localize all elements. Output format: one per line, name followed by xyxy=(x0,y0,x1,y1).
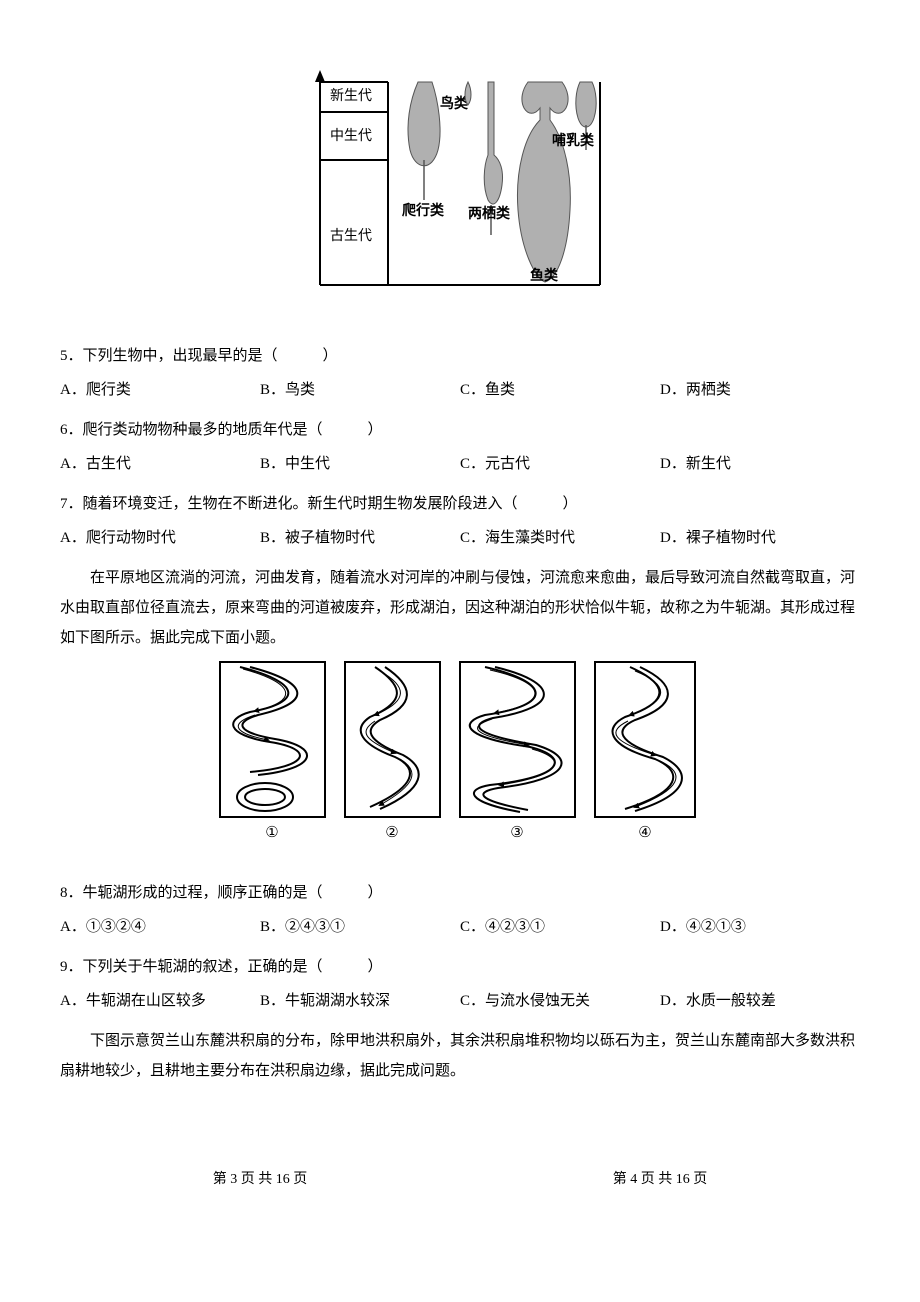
q9-opt-a: A．牛轭湖在山区较多 xyxy=(60,986,260,1016)
q9-options: A．牛轭湖在山区较多 B．牛轭湖湖水较深 C．与流水侵蚀无关 D．水质一般较差 xyxy=(60,986,860,1016)
q6-options: A．古生代 B．中生代 C．元古代 D．新生代 xyxy=(60,449,860,479)
q7-opt-b: B．被子植物时代 xyxy=(260,523,460,553)
q6-text: 6．爬行类动物物种最多的地质年代是（ ） xyxy=(60,415,860,445)
q8-options: A．①③②④ B．②④③① C．④②③① D．④②①③ xyxy=(60,912,860,942)
passage-oxbow: 在平原地区流淌的河流，河曲发育，随着流水对河岸的冲刷与侵蚀，河流愈来愈曲，最后导… xyxy=(60,563,860,653)
taxa-reptiles-label: 爬行类 xyxy=(402,202,445,219)
q5-opt-b: B．鸟类 xyxy=(260,375,460,405)
q7-opt-c: C．海生藻类时代 xyxy=(460,523,660,553)
figure2-svg: ① ② ③ ④ xyxy=(210,657,710,847)
q7-options: A．爬行动物时代 B．被子植物时代 C．海生藻类时代 D．裸子植物时代 xyxy=(60,523,860,553)
q6-opt-b: B．中生代 xyxy=(260,449,460,479)
q6-opt-d: D．新生代 xyxy=(660,449,860,479)
q9-opt-d: D．水质一般较差 xyxy=(660,986,860,1016)
passage-helan: 下图示意贺兰山东麓洪积扇的分布，除甲地洪积扇外，其余洪积扇堆积物均以砾石为主，贺… xyxy=(60,1026,860,1086)
q8-text: 8．牛轭湖形成的过程，顺序正确的是（ ） xyxy=(60,878,860,908)
q9-opt-c: C．与流水侵蚀无关 xyxy=(460,986,660,1016)
panel1-label: ① xyxy=(265,825,278,841)
q7-opt-d: D．裸子植物时代 xyxy=(660,523,860,553)
panel3-label: ③ xyxy=(510,825,523,841)
q7-text: 7．随着环境变迁，生物在不断进化。新生代时期生物发展阶段进入（ ） xyxy=(60,489,860,519)
panel4-label: ④ xyxy=(638,825,651,841)
q5-text: 5．下列生物中，出现最早的是（ ） xyxy=(60,341,860,371)
q8-opt-d: D．④②①③ xyxy=(660,912,860,942)
page-footer: 第 3 页 共 16 页 第 4 页 共 16 页 xyxy=(60,1166,860,1194)
q5-options: A．爬行类 B．鸟类 C．鱼类 D．两栖类 xyxy=(60,375,860,405)
q8-opt-b: B．②④③① xyxy=(260,912,460,942)
q7-opt-a: A．爬行动物时代 xyxy=(60,523,260,553)
era-paleozoic-label: 古生代 xyxy=(330,228,372,244)
panel2-label: ② xyxy=(385,825,398,841)
taxa-fish-label: 鱼类 xyxy=(530,267,559,284)
era-cenozoic-label: 新生代 xyxy=(330,88,372,104)
footer-right: 第 4 页 共 16 页 xyxy=(613,1166,708,1194)
q6-opt-a: A．古生代 xyxy=(60,449,260,479)
taxa-amphibians-label: 两栖类 xyxy=(468,205,511,222)
q5-opt-c: C．鱼类 xyxy=(460,375,660,405)
figure1-svg: 新生代 中生代 古生代 爬行类 鸟类 两栖类 鱼类 哺乳类 xyxy=(310,60,610,310)
era-mesozoic-label: 中生代 xyxy=(330,128,372,144)
q5-opt-d: D．两栖类 xyxy=(660,375,860,405)
q8-opt-c: C．④②③① xyxy=(460,912,660,942)
q5-opt-a: A．爬行类 xyxy=(60,375,260,405)
q8-opt-a: A．①③②④ xyxy=(60,912,260,942)
figure-geologic-eras: 新生代 中生代 古生代 爬行类 鸟类 两栖类 鱼类 哺乳类 xyxy=(60,60,860,321)
taxa-birds-label: 鸟类 xyxy=(440,95,469,112)
taxa-mammals-label: 哺乳类 xyxy=(552,132,595,149)
q9-opt-b: B．牛轭湖湖水较深 xyxy=(260,986,460,1016)
footer-left: 第 3 页 共 16 页 xyxy=(213,1166,308,1194)
q6-opt-c: C．元古代 xyxy=(460,449,660,479)
q9-text: 9．下列关于牛轭湖的叙述，正确的是（ ） xyxy=(60,952,860,982)
figure-oxbow-panels: ① ② ③ ④ xyxy=(60,657,860,858)
